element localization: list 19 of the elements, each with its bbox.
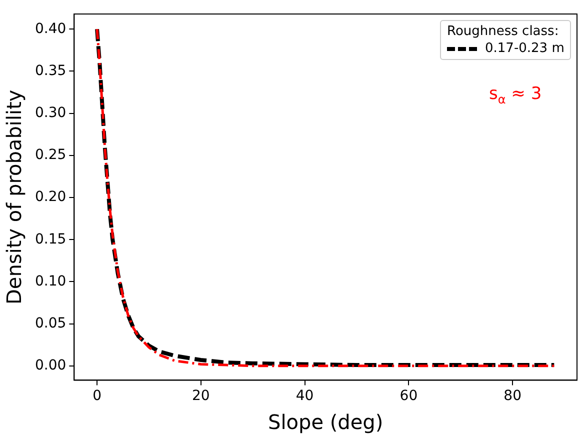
x-tick-label: 60 [400,388,418,404]
legend-label: 0.17-0.23 m [485,41,564,56]
y-axis-title: Density of probability [2,90,26,304]
y-tick-label: 0.30 [35,104,66,121]
y-tick-label: 0.20 [35,189,66,206]
y-tick-label: 0.00 [35,358,66,374]
y-tick-label: 0.35 [35,62,66,79]
y-tick-label: 0.15 [35,231,66,248]
y-tick-label: 0.10 [35,273,66,290]
y-tick-label: 0.05 [35,315,66,332]
legend-title: Roughness class: [447,24,560,39]
x-tick-label: 20 [192,388,210,404]
x-tick-label: 0 [92,388,102,404]
y-tick-label: 0.25 [35,147,66,164]
y-tick-label: 0.40 [35,20,66,37]
x-tick-label: 40 [296,388,314,404]
x-axis-title: Slope (deg) [268,410,384,434]
annotation: s$_{α}$ ≈ 3 [489,84,542,106]
x-tick-label: 80 [504,388,522,404]
